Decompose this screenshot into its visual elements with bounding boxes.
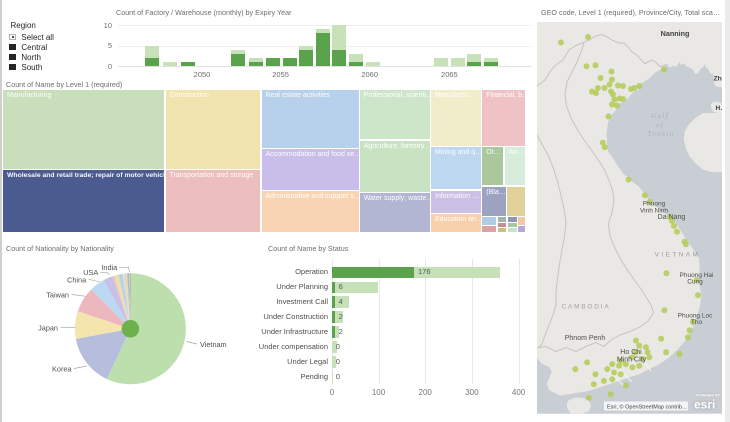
svg-text:Cung: Cung xyxy=(687,279,703,286)
svg-text:Korea: Korea xyxy=(52,364,72,373)
svg-text:Phuong Loc: Phuong Loc xyxy=(678,313,713,320)
svg-text:POWERED BY: POWERED BY xyxy=(696,394,721,398)
svg-text:Phuong: Phuong xyxy=(643,201,666,208)
svg-text:of: of xyxy=(656,121,664,129)
svg-text:Ho Chi: Ho Chi xyxy=(620,349,642,356)
svg-text:esri: esri xyxy=(694,398,715,412)
svg-text:VIETNAM: VIETNAM xyxy=(655,252,701,259)
svg-text:H…: H… xyxy=(716,105,723,112)
svg-text:Da Nang: Da Nang xyxy=(658,214,686,221)
svg-text:Phnom Penh: Phnom Penh xyxy=(565,335,606,342)
svg-text:Phuong Hai: Phuong Hai xyxy=(680,272,714,279)
svg-text:Vinh Ninh: Vinh Ninh xyxy=(640,208,668,215)
svg-text:Esri, © OpenStreetMap contrib…: Esri, © OpenStreetMap contrib… xyxy=(607,404,687,411)
svg-text:Gulf: Gulf xyxy=(651,112,669,120)
svg-text:Zh…: Zh… xyxy=(714,76,723,83)
svg-text:Vietnam: Vietnam xyxy=(200,340,227,349)
svg-text:India: India xyxy=(101,263,118,272)
svg-text:Taiwan: Taiwan xyxy=(46,290,69,299)
svg-text:Minh City: Minh City xyxy=(617,357,647,364)
svg-text:USA: USA xyxy=(83,268,98,277)
svg-text:Japan: Japan xyxy=(38,323,58,332)
svg-text:Tho: Tho xyxy=(691,319,703,326)
svg-text:Nanning: Nanning xyxy=(661,29,690,38)
svg-text:Tonkin: Tonkin xyxy=(647,130,674,138)
svg-text:China: China xyxy=(67,275,87,284)
svg-text:CAMBODIA: CAMBODIA xyxy=(561,304,610,311)
